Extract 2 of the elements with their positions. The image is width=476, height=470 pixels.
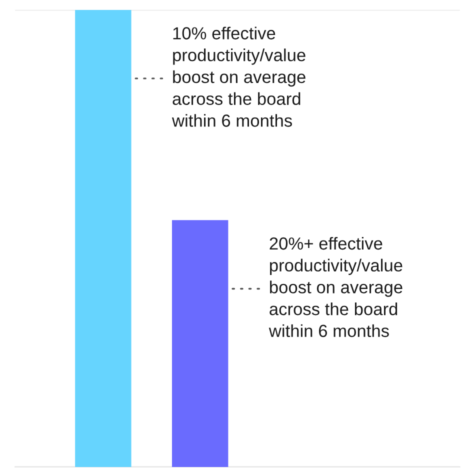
text: 20%+ effective productivity/value boost on average across the board within 6 months	[268, 236, 402, 338]
annotation: 10% effective productivity/value boost on average across the board within 6 months	[172, 26, 306, 127]
